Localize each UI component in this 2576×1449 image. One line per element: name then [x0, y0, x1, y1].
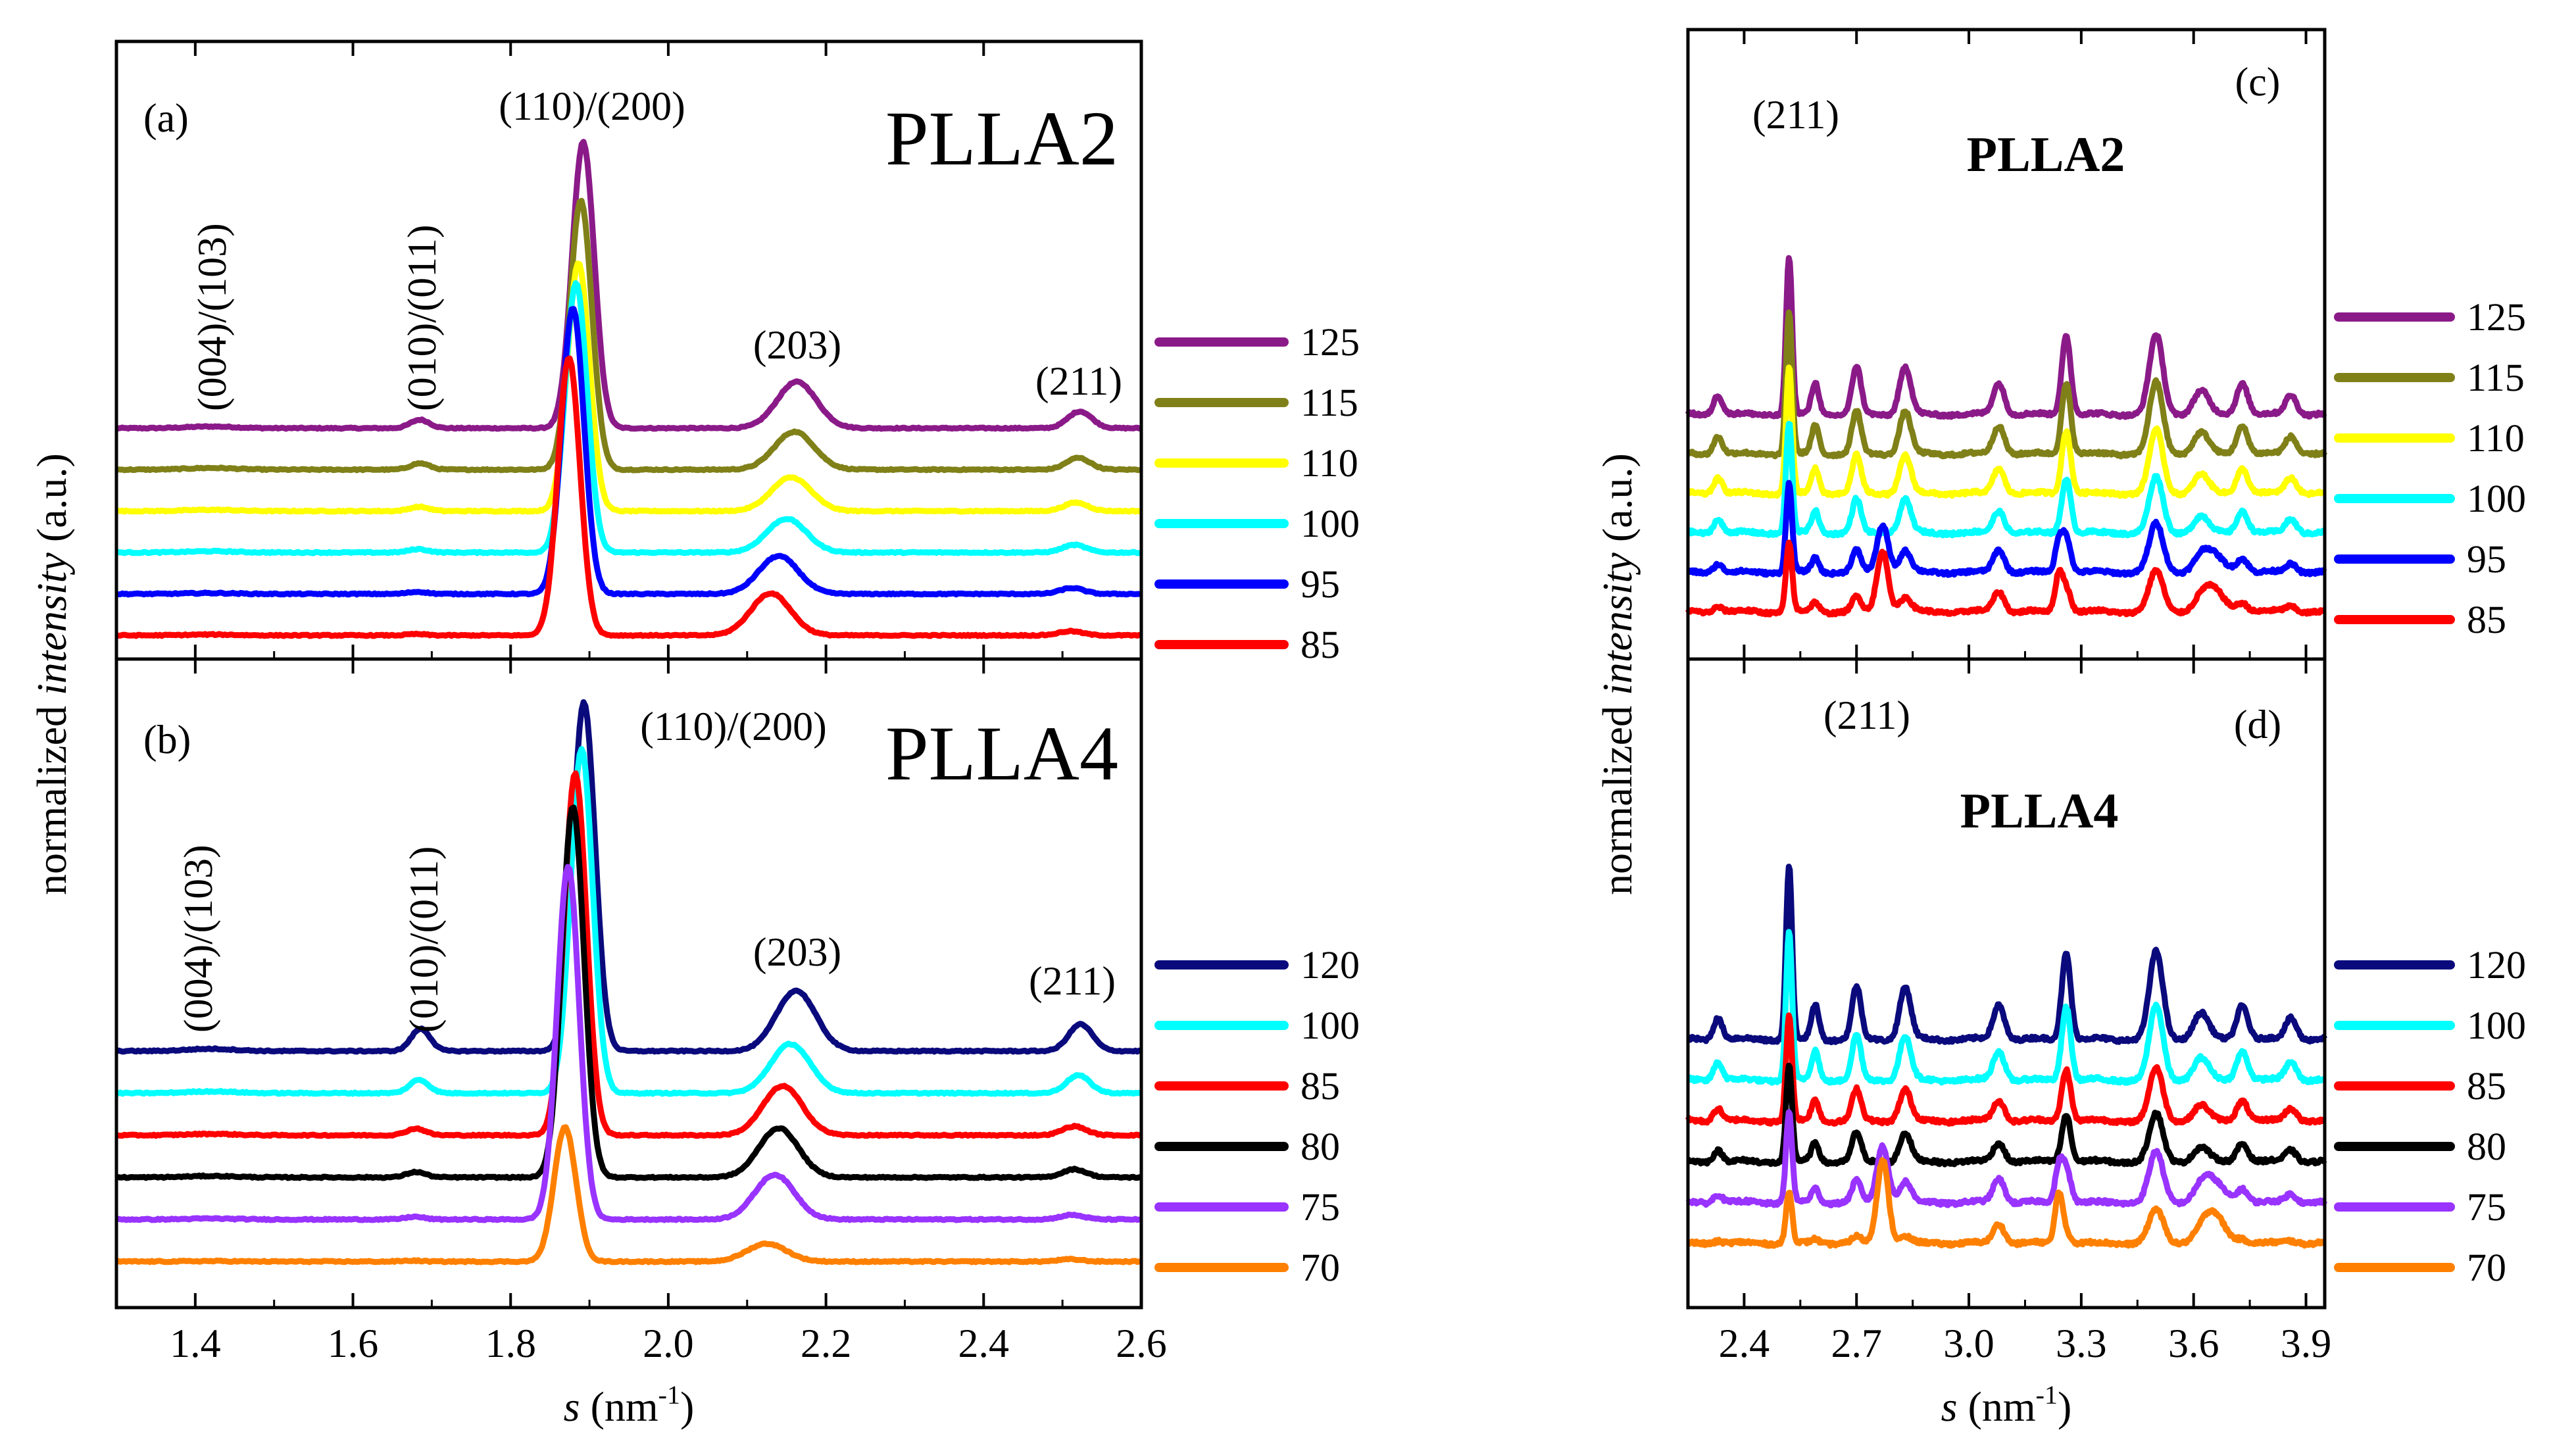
panel-d-frame: [1686, 657, 2327, 1310]
peak-label-004-a: (004)/(103): [190, 223, 235, 411]
series-b-70: [115, 1124, 1143, 1265]
legend-label-85: 85: [2467, 598, 2506, 641]
legend-label-125: 125: [2467, 295, 2526, 339]
peak-label-211-a: (211): [1035, 359, 1122, 404]
legend-label-75: 75: [1300, 1185, 1340, 1229]
series-d-75: [1685, 1109, 2328, 1209]
series-c-85: [1685, 539, 2327, 618]
legend-label-70: 70: [1300, 1246, 1340, 1289]
legend-label-100: 100: [1300, 1004, 1360, 1047]
d-tick-label: 2.4: [1719, 1321, 1770, 1366]
legend-label-95: 95: [1300, 562, 1340, 606]
x-axis-label-right: s (nm-1): [1941, 1380, 2072, 1430]
b-tick-label: 1.4: [170, 1321, 221, 1366]
x-axis-var: s: [1941, 1383, 1958, 1430]
peak-label-010-b: (010)/(011): [402, 846, 447, 1033]
peak-label-211-c: (211): [1752, 93, 1839, 137]
series-a-95: [115, 306, 1143, 598]
legend-label-120: 120: [1300, 943, 1360, 987]
legend-label-120: 120: [2467, 943, 2526, 987]
legend-label-85: 85: [1300, 1064, 1340, 1108]
y-axis-post: (a.u.): [1594, 453, 1641, 553]
b-tick-label: 2.6: [1116, 1321, 1167, 1366]
series-a-85: [115, 355, 1143, 639]
legend-label-100: 100: [2467, 477, 2526, 520]
legend-label-110: 110: [1300, 441, 1358, 485]
peak-label-203-a: (203): [753, 323, 841, 368]
x-axis-close: ): [680, 1383, 694, 1430]
b-tick-label: 2.4: [958, 1321, 1010, 1366]
d-tick-label: 3.9: [2281, 1321, 2332, 1366]
panel-c-sample: PLLA2: [1967, 127, 2125, 182]
series-a-115: [115, 197, 1143, 474]
series-c-95: [1686, 479, 2327, 578]
legend-label-75: 75: [2467, 1185, 2506, 1229]
panel-d-tag: (d): [2234, 702, 2281, 747]
panel-d-sample: PLLA4: [1960, 783, 2119, 839]
y-axis-pre: normalized: [28, 695, 75, 895]
legend-label-100: 100: [1300, 502, 1360, 545]
d-tick-label: 2.7: [1831, 1321, 1882, 1366]
series-a-110: [115, 260, 1143, 515]
y-axis-italic: intensity: [1594, 553, 1641, 695]
panel-c-tag: (c): [2235, 60, 2281, 105]
legend-label-115: 115: [2467, 356, 2525, 399]
series-a-125: [115, 139, 1143, 432]
right-figure: 2.4 2.7 3.0 3.3 3.6 3.9 (c) (d) PLLA2 PLLA4 (211) (…: [1594, 28, 2526, 1430]
series-d-70: [1686, 1157, 2327, 1249]
x-axis-close: ): [2058, 1383, 2071, 1430]
peak-label-004-b: (004)/(103): [176, 845, 221, 1033]
y-axis-label-left: normalized intensity (a.u.): [28, 453, 75, 895]
d-tick-label: 3.0: [1943, 1321, 1994, 1366]
peak-label-211-b: (211): [1029, 959, 1116, 1004]
peak-label-110-a: (110)/(200): [499, 84, 685, 129]
x-axis-label-left: s (nm-1): [564, 1380, 695, 1430]
series-a-100: [115, 280, 1143, 556]
b-tick-label: 1.8: [485, 1321, 536, 1366]
panel-b-tag: (b): [143, 718, 191, 762]
legend-label-100: 100: [2467, 1004, 2526, 1047]
b-tick-label: 2.0: [643, 1321, 694, 1366]
legend-label-85: 85: [1300, 623, 1340, 666]
legend-label-80: 80: [1300, 1125, 1340, 1168]
d-tick-label: 3.6: [2168, 1321, 2219, 1366]
b-tick-label: 2.2: [801, 1321, 852, 1366]
legend-label-110: 110: [2467, 416, 2525, 460]
d-tick-label: 3.3: [2056, 1321, 2107, 1366]
left-figure: 1.4 1.6 1.8 2.0 2.2 2.4 2.6 (a) (b) PLLA2 PLLA4 (00…: [28, 39, 1360, 1430]
y-axis-pre: normalized: [1594, 695, 1641, 895]
series-b-85: [115, 770, 1143, 1139]
y-axis-italic: intensity: [28, 553, 75, 695]
x-axis-var: s: [564, 1383, 580, 1430]
legend-label-85: 85: [2467, 1064, 2506, 1108]
peak-label-110-b: (110)/(200): [640, 704, 827, 749]
series-b-100: [115, 746, 1143, 1097]
b-tick-label: 1.6: [328, 1321, 379, 1366]
legend-label-95: 95: [2467, 537, 2506, 581]
panel-b-sample: PLLA4: [885, 710, 1118, 797]
peak-label-203-b: (203): [753, 930, 841, 975]
x-axis-unit: (nm: [591, 1383, 658, 1430]
panel-b-frame: [114, 657, 1143, 1310]
panel-a-tag: (a): [143, 96, 189, 141]
x-axis-exp: -1: [658, 1380, 680, 1410]
x-axis-unit: (nm: [1968, 1383, 2036, 1430]
legend-label-115: 115: [1300, 381, 1358, 424]
peak-label-010-a: (010)/(011): [400, 224, 445, 411]
legend-label-125: 125: [1300, 320, 1360, 364]
panel-a-sample: PLLA2: [885, 95, 1118, 182]
legend-label-80: 80: [2467, 1125, 2506, 1168]
x-axis-exp: -1: [2036, 1380, 2058, 1410]
series-b-120: [115, 699, 1143, 1055]
series-b-75: [115, 864, 1143, 1223]
peak-label-211-d: (211): [1823, 693, 1910, 738]
y-axis-post: (a.u.): [28, 453, 75, 553]
y-axis-label-right: normalized intensity (a.u.): [1594, 453, 1641, 895]
legend-label-70: 70: [2467, 1246, 2506, 1289]
series-b-80: [115, 804, 1143, 1181]
